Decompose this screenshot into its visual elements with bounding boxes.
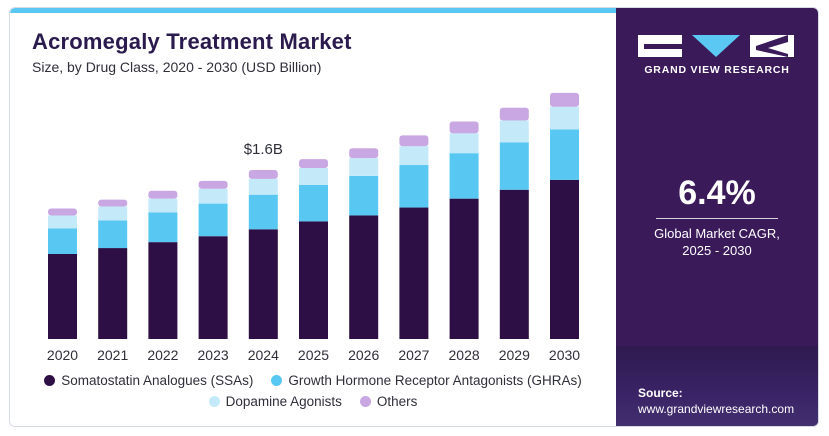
- legend-dot-others: [359, 396, 371, 407]
- bar-2026-series-0: [349, 215, 379, 339]
- bar-2022-series-1: [148, 212, 178, 243]
- bar-2023-series-2: [198, 188, 228, 204]
- bar-2026-series-3: [349, 148, 379, 159]
- legend-dot-ghras: [271, 375, 283, 386]
- bar-2030-series-1: [550, 129, 579, 180]
- data-label-2024: $1.6B: [244, 141, 283, 158]
- bar-2025-series-3: [299, 159, 328, 168]
- info-sidebar: GRAND VIEW RESEARCH 6.4% Global Market C…: [616, 8, 818, 426]
- bar-2021-series-1: [98, 220, 128, 249]
- cagr-label: Global Market CAGR, 2025 - 2030: [616, 225, 818, 259]
- bar-2023-series-1: [198, 203, 228, 237]
- x-tick-label-2024: 2024: [248, 347, 279, 363]
- bar-2020-series-1: [48, 228, 77, 254]
- cagr-label-line-2: 2025 - 2030: [682, 243, 752, 258]
- bar-2024-series-2: [248, 178, 278, 195]
- legend-item-dopamine: Dopamine Agonists: [208, 394, 342, 409]
- bar-2024-series-0: [248, 229, 278, 339]
- chart-subtitle: Size, by Drug Class, 2020 - 2030 (USD Bi…: [32, 59, 322, 75]
- legend-label-dopamine: Dopamine Agonists: [225, 394, 342, 409]
- x-tick-label-2030: 2030: [549, 347, 580, 363]
- bar-2023-series-3: [198, 180, 228, 189]
- bar-2020-series-2: [48, 215, 77, 229]
- legend-item-others: Others: [359, 394, 418, 409]
- brand-name: GRAND VIEW RESEARCH: [644, 64, 790, 76]
- bar-2023-series-0: [198, 236, 228, 339]
- bar-2025-series-1: [299, 184, 328, 222]
- bar-2028-series-0: [449, 198, 479, 339]
- x-tick-label-2025: 2025: [298, 347, 329, 363]
- x-tick-label-2021: 2021: [97, 347, 128, 363]
- bar-2027-series-3: [399, 135, 429, 147]
- x-tick-label-2022: 2022: [147, 347, 178, 363]
- bar-2022-series-0: [148, 242, 178, 339]
- bar-2020-series-0: [48, 253, 77, 339]
- legend-label-others: Others: [376, 394, 418, 409]
- legend-row-2: Dopamine Agonists Others: [10, 394, 616, 409]
- bar-2021-series-2: [98, 206, 128, 221]
- source-link[interactable]: www.grandviewresearch.com: [638, 402, 795, 416]
- x-tick-label-2023: 2023: [198, 347, 229, 363]
- infographic-frame: Acromegaly Treatment Market Size, by Dru…: [9, 7, 819, 427]
- legend-row-1: Somatostatin Analogues (SSAs) Growth Hor…: [10, 373, 616, 388]
- bar-2026-series-2: [349, 158, 379, 176]
- legend-item-ssas: Somatostatin Analogues (SSAs): [44, 373, 253, 388]
- bar-2024-series-3: [248, 169, 278, 179]
- bar-2028-series-2: [449, 133, 479, 154]
- source-label: Source:: [638, 386, 683, 400]
- legend-item-ghras: Growth Hormone Receptor Antagonists (GHR…: [271, 373, 582, 388]
- x-tick-label-2027: 2027: [398, 347, 429, 363]
- bar-2025-series-2: [299, 167, 328, 185]
- cagr-divider: [656, 218, 778, 219]
- legend-label-ssas: Somatostatin Analogues (SSAs): [61, 373, 254, 388]
- legend-dot-ssas: [44, 375, 56, 386]
- bar-2020-series-3: [48, 208, 77, 216]
- legend-label-ghras: Growth Hormone Receptor Antagonists (GHR…: [288, 373, 582, 388]
- bar-2029-series-2: [499, 120, 529, 143]
- bar-2026-series-1: [349, 175, 379, 216]
- bar-2027-series-2: [399, 146, 429, 166]
- bar-2022-series-2: [148, 198, 178, 213]
- bar-2029-series-1: [499, 142, 529, 190]
- bar-2022-series-3: [148, 190, 178, 199]
- x-tick-label-2028: 2028: [449, 347, 480, 363]
- chart-panel: Acromegaly Treatment Market Size, by Dru…: [10, 8, 616, 426]
- bar-2027-series-0: [399, 207, 429, 339]
- accent-bar: [10, 8, 616, 13]
- bar-2029-series-3: [499, 107, 529, 121]
- chart-title: Acromegaly Treatment Market: [32, 29, 352, 54]
- bar-2028-series-1: [449, 153, 479, 199]
- bar-2021-series-0: [98, 248, 128, 339]
- bar-2025-series-0: [299, 221, 328, 339]
- cagr-value: 6.4%: [678, 174, 756, 212]
- x-tick-label-2029: 2029: [499, 347, 530, 363]
- stacked-bar-chart: 2020 2021 2022 2023 2024 2025 2026 2027 2028 2029…: [47, 92, 580, 363]
- legend-dot-dopamine: [208, 396, 220, 407]
- cagr-label-line-1: Global Market CAGR,: [654, 226, 780, 241]
- bar-2029-series-0: [499, 189, 529, 339]
- bar-2030-series-0: [550, 179, 579, 339]
- x-tick-label-2026: 2026: [348, 347, 379, 363]
- bar-2027-series-1: [399, 165, 429, 208]
- bar-2024-series-1: [248, 194, 278, 230]
- bar-2028-series-3: [449, 121, 479, 134]
- bar-2021-series-3: [98, 199, 128, 207]
- grand-view-research-logo-icon: [638, 35, 794, 57]
- bar-2030-series-3: [550, 92, 579, 107]
- sidebar-bottom-band: [616, 346, 818, 426]
- x-tick-label-2020: 2020: [47, 347, 78, 363]
- bar-2030-series-2: [550, 106, 579, 130]
